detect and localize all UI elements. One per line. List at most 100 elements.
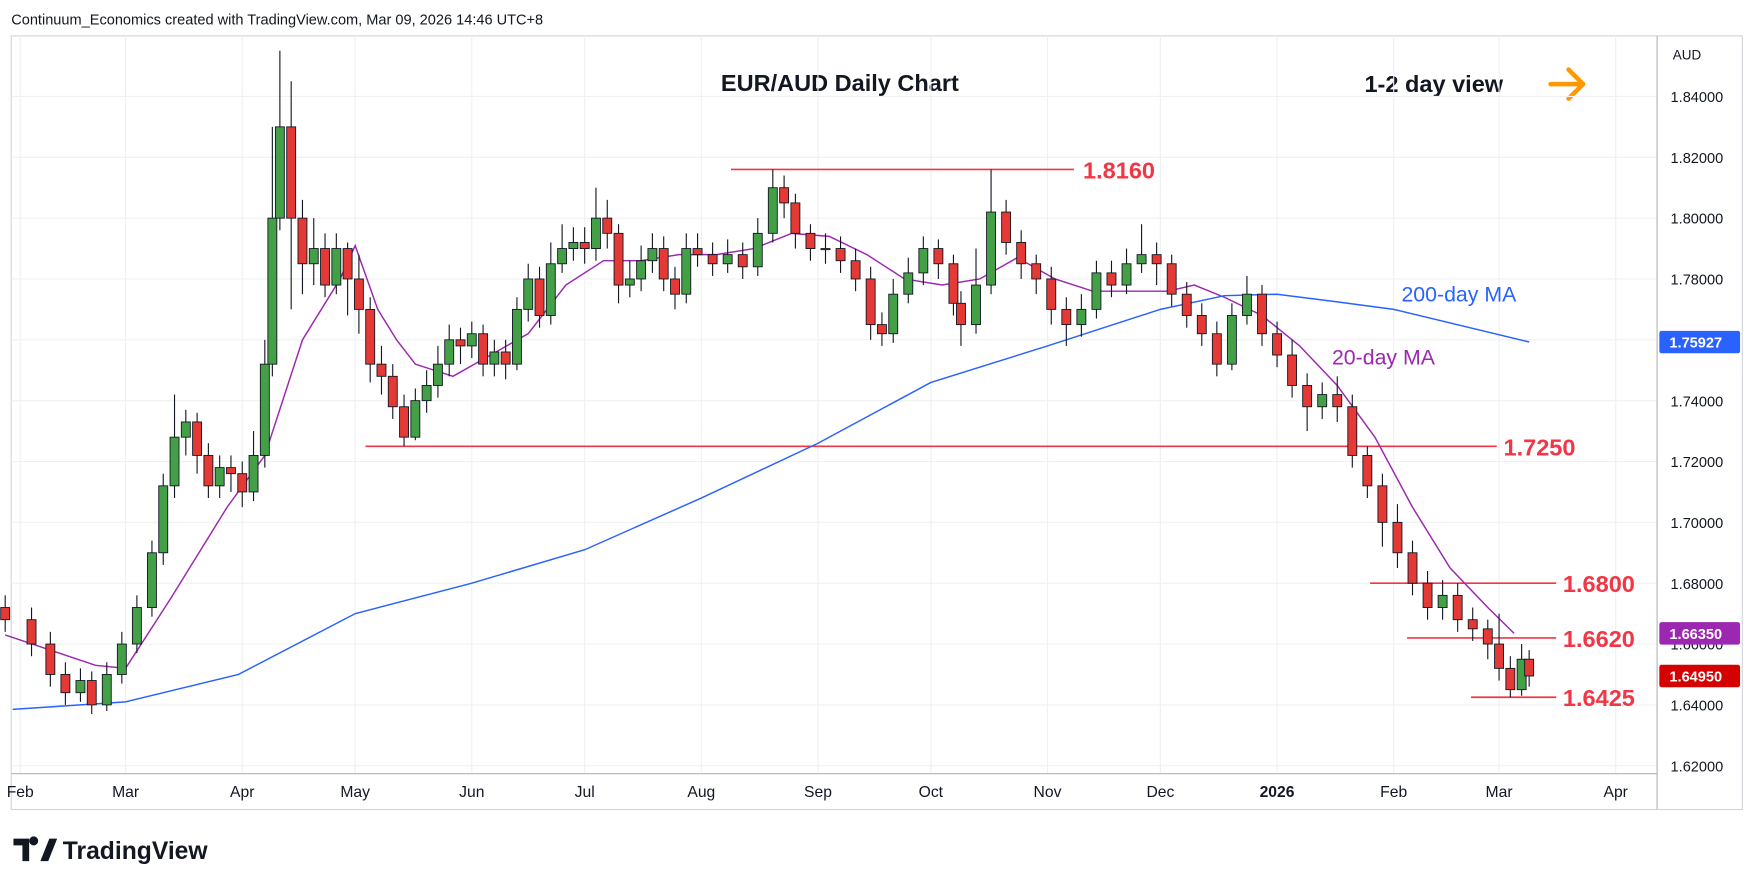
candle-body xyxy=(1242,293,1252,316)
candle xyxy=(1482,619,1493,660)
candle xyxy=(1347,394,1358,468)
candle xyxy=(534,266,545,328)
candle-body xyxy=(226,467,236,475)
x-tick-label: Mar xyxy=(1486,784,1513,801)
candle-body xyxy=(1196,315,1207,335)
candle-body xyxy=(86,680,97,706)
candle-body xyxy=(331,248,342,286)
candle xyxy=(933,239,944,279)
candle xyxy=(1136,224,1147,273)
candle-body xyxy=(259,363,270,456)
candle-body xyxy=(707,254,718,265)
candle-body xyxy=(1091,272,1102,310)
candle-body xyxy=(692,248,703,256)
candle xyxy=(1242,275,1252,325)
candle xyxy=(203,443,214,499)
candle xyxy=(192,412,203,474)
candle-body xyxy=(274,126,285,219)
candle-body xyxy=(158,485,169,554)
candle-body xyxy=(365,308,376,365)
x-tick-label: Feb xyxy=(1380,784,1407,801)
subtitle: 1-2 day view xyxy=(1364,71,1503,97)
legend-label: 200-day MA xyxy=(1401,283,1517,307)
logo: TradingView xyxy=(13,836,208,865)
candle xyxy=(1166,254,1177,307)
candle-body xyxy=(1076,308,1087,326)
candle-body xyxy=(147,552,157,608)
candle-body xyxy=(737,254,748,268)
legend-label: 20-day MA xyxy=(1332,345,1436,369)
candle-body xyxy=(478,333,489,365)
candle-body xyxy=(1524,658,1535,677)
x-tick-label: Jun xyxy=(459,784,484,801)
candle xyxy=(805,224,816,261)
candle-body xyxy=(455,339,466,347)
candle-body xyxy=(1001,211,1012,243)
candle-body xyxy=(636,260,647,280)
frame xyxy=(10,35,1743,811)
ma-line xyxy=(12,293,1530,711)
candle-body xyxy=(0,607,11,621)
candle xyxy=(478,324,489,377)
candle xyxy=(971,248,981,334)
candle-body xyxy=(888,293,899,335)
candle xyxy=(707,242,718,276)
level-label: 1.8160 xyxy=(1083,157,1155,183)
candle xyxy=(752,218,763,276)
candle xyxy=(1091,260,1102,319)
price-label-box xyxy=(1659,664,1741,688)
y-tick-label: 1.80000 xyxy=(1671,212,1724,228)
candle-body xyxy=(1467,619,1478,630)
candle-body xyxy=(432,363,443,386)
y-tick-label: 1.70000 xyxy=(1671,516,1724,532)
candle-body xyxy=(1016,242,1027,265)
candle xyxy=(26,607,37,657)
candle-body xyxy=(203,454,214,487)
candle xyxy=(331,233,342,295)
candle xyxy=(274,50,285,231)
candle xyxy=(647,233,658,273)
candle-body xyxy=(877,324,887,335)
candle-body xyxy=(591,217,601,249)
candle-body xyxy=(1272,333,1282,356)
candle xyxy=(60,662,71,705)
x-tick-label: Aug xyxy=(687,784,715,801)
candle xyxy=(1407,540,1418,596)
candle xyxy=(1181,282,1192,328)
candle xyxy=(1362,446,1373,499)
candle-body xyxy=(602,217,613,234)
candle-body xyxy=(399,406,409,438)
candle-body xyxy=(320,248,330,286)
candle-body xyxy=(286,126,297,219)
candle-body xyxy=(1505,667,1516,691)
candle xyxy=(75,668,86,702)
candle-body xyxy=(60,674,71,694)
candle xyxy=(865,266,876,340)
candle xyxy=(1257,285,1267,346)
candle xyxy=(353,254,364,334)
y-tick-label: 1.74000 xyxy=(1671,394,1724,410)
candle-body xyxy=(752,232,763,268)
x-tick-label: May xyxy=(340,784,370,801)
candle-body xyxy=(534,278,545,316)
candle-body xyxy=(790,202,801,234)
candle xyxy=(410,388,421,441)
candle xyxy=(1422,571,1433,620)
candle-body xyxy=(865,278,876,326)
candle-body xyxy=(557,248,568,265)
arrow-icon xyxy=(1548,67,1586,101)
candle-body xyxy=(670,278,680,295)
candle xyxy=(1046,266,1057,325)
candle xyxy=(658,236,669,292)
candle xyxy=(1076,294,1087,337)
x-tick-label: Oct xyxy=(919,784,944,801)
candle xyxy=(180,409,191,456)
candle-body xyxy=(658,248,669,280)
candle-body xyxy=(75,680,86,694)
candle-body xyxy=(1392,521,1403,554)
candle-body xyxy=(101,674,112,706)
candle-body xyxy=(214,467,225,487)
candle-body xyxy=(1437,594,1448,608)
candle-body xyxy=(1377,485,1388,523)
